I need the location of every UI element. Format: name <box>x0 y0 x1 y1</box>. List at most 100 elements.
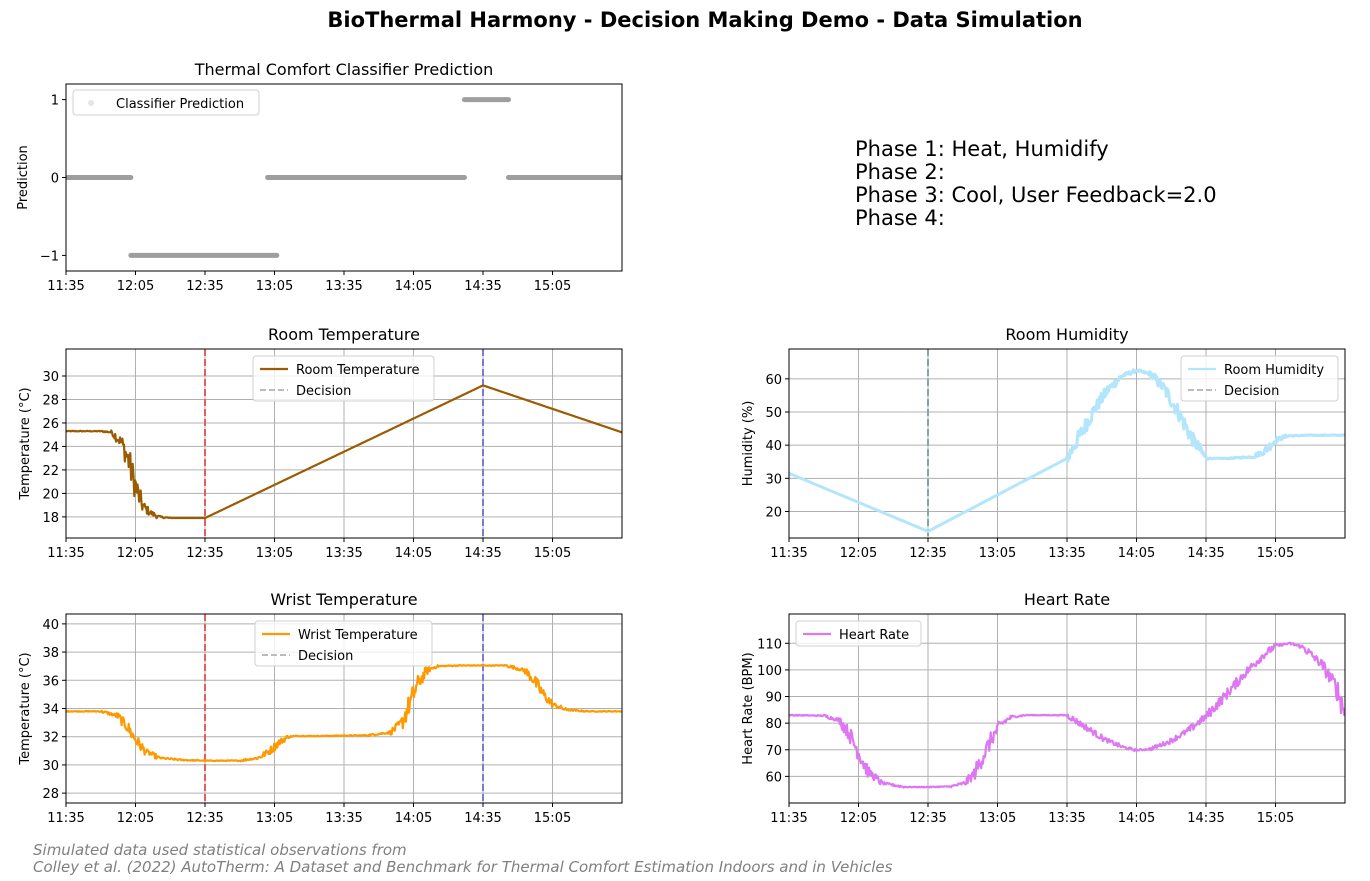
legend: Room Temperature Decision <box>252 355 435 402</box>
y-tick-label: 22 <box>42 464 59 479</box>
x-tick-label: 12:05 <box>117 546 154 561</box>
phase-4-text: Phase 4: <box>855 206 945 230</box>
y-axis-label: Temperature (°C) <box>18 652 33 765</box>
phase-text-block: Phase 1: Heat, Humidify Phase 2: Phase 3… <box>855 137 1217 230</box>
x-tick-label: 15:05 <box>1257 546 1294 561</box>
y-tick-label: 60 <box>765 770 782 785</box>
y-tick-label: 30 <box>42 370 59 385</box>
x-tick-label: 13:05 <box>256 279 293 294</box>
x-tick-label: 14:05 <box>1118 546 1155 561</box>
y-tick-label: 30 <box>42 759 59 774</box>
x-tick-label: 14:05 <box>1118 811 1155 826</box>
x-tick-label: 14:35 <box>464 279 501 294</box>
legend-label: Decision <box>296 384 351 399</box>
x-tick-label: 13:05 <box>979 811 1016 826</box>
axes-wrist-temperature: 11:35 12:05 12:35 13:05 13:35 14:05 14:35 15:05… <box>18 590 623 826</box>
y-axis-label: Prediction <box>16 145 31 210</box>
x-tick-label: 12:35 <box>186 279 223 294</box>
x-tick-label: 14:35 <box>464 546 501 561</box>
x-tick-label: 14:35 <box>464 811 501 826</box>
x-tick-label: 11:35 <box>47 811 84 826</box>
footnote-line-2: Colley et al. (2022) AutoTherm: A Datase… <box>33 858 893 876</box>
x-tick-label: 11:35 <box>770 811 807 826</box>
legend-label: Room Temperature <box>296 363 420 378</box>
legend-label: Heart Rate <box>839 628 909 643</box>
figure-suptitle: BioThermal Harmony - Decision Making Dem… <box>327 8 1082 32</box>
y-tick-label: 60 <box>765 373 782 388</box>
legend-marker <box>88 100 94 106</box>
y-tick-label: 50 <box>765 406 782 421</box>
plot-area <box>789 349 1345 538</box>
x-tick-label: 12:05 <box>840 546 877 561</box>
y-tick-label: 1 <box>51 94 59 109</box>
x-tick-label: 13:35 <box>325 279 362 294</box>
axes-title: Thermal Comfort Classifier Prediction <box>194 60 494 79</box>
phase-1-text: Phase 1: Heat, Humidify <box>855 137 1109 161</box>
axes-room-humidity: 11:35 12:05 12:35 13:05 13:35 14:05 14:35 15:05… <box>741 325 1346 561</box>
y-tick-label: 32 <box>42 731 59 746</box>
y-tick-label: 28 <box>42 393 59 408</box>
x-tick-label: 12:05 <box>840 811 877 826</box>
x-tick-label: 13:35 <box>325 546 362 561</box>
legend-label: Decision <box>298 649 353 664</box>
y-tick-label: 20 <box>765 505 782 520</box>
x-tick-label: 12:35 <box>909 546 946 561</box>
plot-area <box>66 349 622 538</box>
phase-2-text: Phase 2: <box>855 160 945 184</box>
y-axis-label: Temperature (°C) <box>18 387 33 500</box>
legend-frame <box>72 89 260 116</box>
x-tick-label: 13:05 <box>256 811 293 826</box>
y-axis-label: Heart Rate (BPM) <box>741 652 756 764</box>
y-tick-label: 28 <box>42 787 59 802</box>
y-tick-label: 20 <box>42 487 59 502</box>
y-tick-label: 110 <box>757 637 782 652</box>
axes-title: Room Temperature <box>268 325 420 344</box>
legend-label: Decision <box>1224 384 1279 399</box>
axes-title: Wrist Temperature <box>270 590 417 609</box>
legend-frame <box>254 620 433 667</box>
y-tick-label: 36 <box>42 674 59 689</box>
y-tick-label: 38 <box>42 646 59 661</box>
x-tick-label: 15:05 <box>534 546 571 561</box>
legend-label: Wrist Temperature <box>298 628 418 643</box>
y-tick-label: 24 <box>42 440 59 455</box>
x-tick-label: 13:35 <box>325 811 362 826</box>
x-tick-label: 13:35 <box>1048 811 1085 826</box>
axes-classifier: 11:35 12:05 12:35 13:05 13:35 14:05 14:35 15:05… <box>16 60 623 294</box>
y-tick-label: 34 <box>42 703 59 718</box>
y-tick-label: −1 <box>40 249 59 264</box>
y-tick-label: 40 <box>765 439 782 454</box>
axes-title: Heart Rate <box>1024 590 1110 609</box>
y-tick-label: 30 <box>765 472 782 487</box>
x-tick-label: 12:35 <box>909 811 946 826</box>
x-tick-label: 11:35 <box>47 546 84 561</box>
x-tick-label: 12:05 <box>117 811 154 826</box>
legend: Room Humidity Decision <box>1180 355 1339 402</box>
y-axis-label: Humidity (%) <box>741 401 756 487</box>
series-line <box>66 663 622 763</box>
axes-room-temperature: 11:35 12:05 12:35 13:05 13:35 14:05 14:35 15:05… <box>18 325 623 561</box>
series-line <box>789 641 1345 789</box>
y-tick-label: 18 <box>42 511 59 526</box>
x-tick-label: 15:05 <box>1257 811 1294 826</box>
y-tick-label: 80 <box>765 717 782 732</box>
y-tick-label: 100 <box>757 664 782 679</box>
x-tick-label: 14:05 <box>395 279 432 294</box>
x-tick-label: 11:35 <box>770 546 807 561</box>
legend: Classifier Prediction <box>72 89 260 116</box>
x-tick-label: 14:05 <box>395 546 432 561</box>
x-tick-label: 13:35 <box>1048 546 1085 561</box>
y-tick-label: 40 <box>42 618 59 633</box>
legend-label: Classifier Prediction <box>116 97 244 112</box>
series-line <box>789 368 1345 533</box>
legend-frame <box>795 620 922 647</box>
x-tick-label: 14:05 <box>395 811 432 826</box>
legend-frame <box>252 355 435 402</box>
x-tick-label: 12:35 <box>186 546 223 561</box>
x-tick-label: 14:35 <box>1187 546 1224 561</box>
series-line <box>66 384 622 520</box>
axes-title: Room Humidity <box>1005 325 1128 344</box>
y-tick-label: 26 <box>42 417 59 432</box>
plot-area <box>66 614 622 803</box>
x-tick-label: 15:05 <box>534 279 571 294</box>
